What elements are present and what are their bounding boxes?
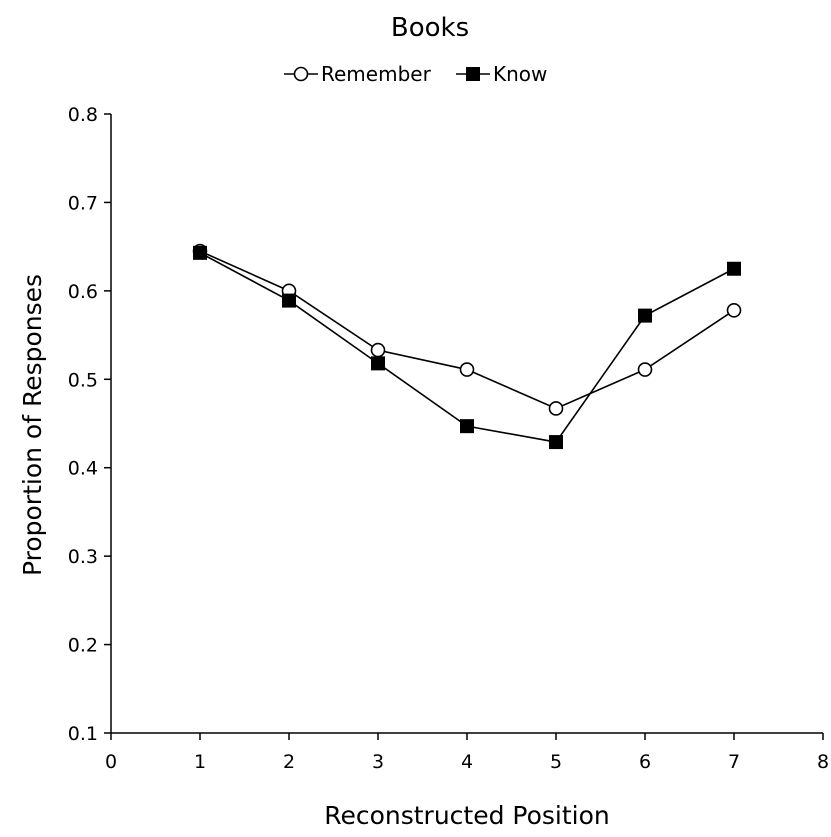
series-remember [192, 243, 742, 416]
series-line-remember [199, 250, 735, 410]
x-tick-label: 2 [283, 751, 295, 773]
x-tick-label: 4 [461, 751, 473, 773]
legend-marker-know [466, 67, 480, 81]
legend-item-remember: Remember [284, 62, 432, 86]
x-tick-label: 3 [372, 751, 384, 773]
y-tick-label: 0.5 [68, 369, 98, 391]
y-tick-label: 0.8 [68, 104, 98, 126]
data-point-know [193, 245, 207, 260]
x-tick-label: 7 [728, 751, 740, 773]
legend-marker-remember [293, 66, 309, 82]
legend-label-know: Know [493, 62, 547, 86]
series-know [193, 245, 741, 450]
data-point-remember [637, 362, 653, 377]
x-tick-label: 6 [639, 751, 651, 773]
data-point-remember [726, 303, 742, 318]
data-point-know [460, 419, 474, 434]
y-tick-label: 0.1 [68, 723, 98, 745]
data-point-know [549, 435, 563, 450]
legend: Remember Know [284, 62, 547, 86]
x-ticks: 0 1 2 3 4 5 6 7 8 [105, 733, 829, 773]
chart-title: Books [391, 13, 469, 43]
x-tick-label: 8 [817, 751, 829, 773]
y-ticks: 0.1 0.2 0.3 0.4 0.5 0.6 0.7 0.8 [68, 104, 111, 745]
legend-item-know: Know [456, 62, 547, 86]
data-point-remember [459, 362, 475, 377]
legend-label-remember: Remember [321, 62, 432, 86]
y-tick-label: 0.3 [68, 546, 98, 568]
y-tick-label: 0.6 [68, 281, 98, 303]
data-point-know [282, 293, 296, 308]
data-point-remember [548, 401, 564, 416]
x-axis-title: Reconstructed Position [324, 801, 610, 830]
plot-area [192, 243, 742, 450]
data-point-know [638, 308, 652, 323]
y-tick-label: 0.4 [68, 458, 98, 480]
data-point-know [371, 356, 385, 371]
x-tick-label: 0 [105, 751, 117, 773]
data-point-know [727, 261, 741, 276]
y-tick-label: 0.7 [68, 192, 98, 214]
series-line-know [199, 252, 735, 443]
x-tick-label: 5 [550, 751, 562, 773]
y-axis-title: Proportion of Responses [18, 274, 47, 576]
y-tick-label: 0.2 [68, 635, 98, 657]
x-tick-label: 1 [194, 751, 206, 773]
data-point-remember [370, 342, 386, 358]
